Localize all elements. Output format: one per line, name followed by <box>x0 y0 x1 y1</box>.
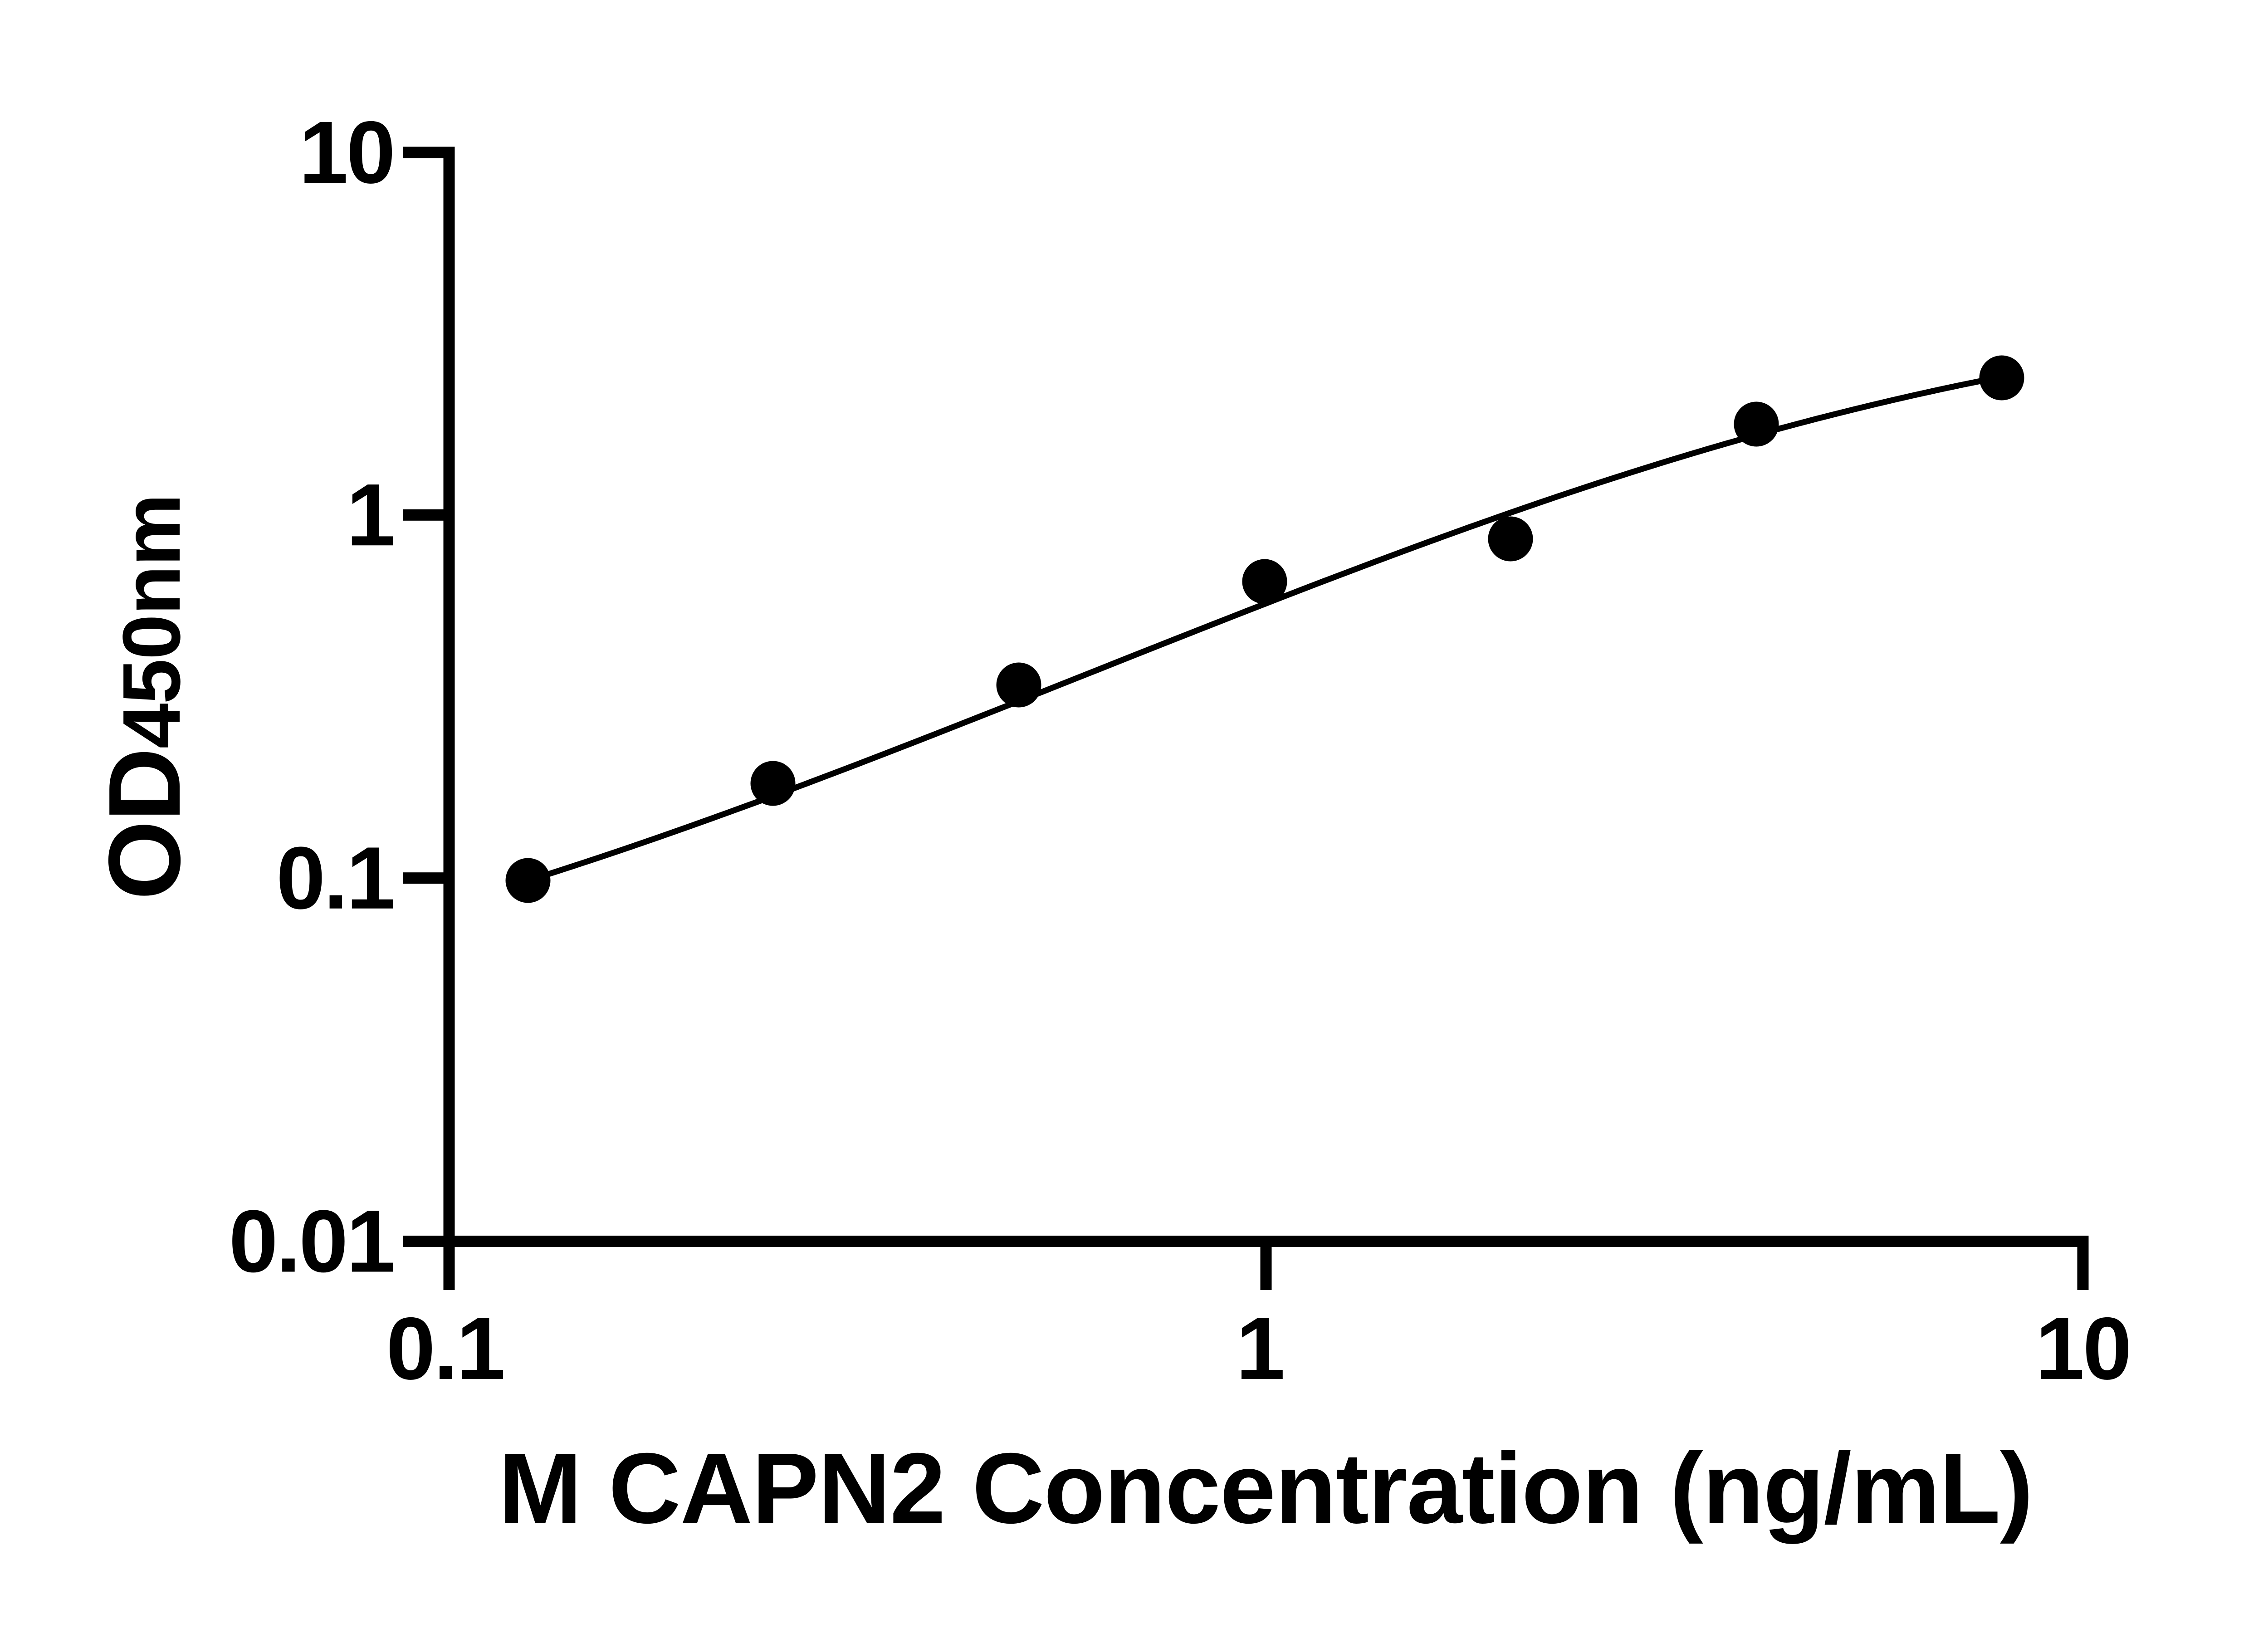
svg-text:0.1: 0.1 <box>276 829 394 928</box>
svg-text:M CAPN2 Concentration (ng/mL): M CAPN2 Concentration (ng/mL) <box>499 1432 2033 1544</box>
svg-text:10: 10 <box>299 103 394 202</box>
svg-text:OD450nm: OD450nm <box>87 494 201 900</box>
svg-text:0.1: 0.1 <box>386 1299 503 1398</box>
svg-text:10: 10 <box>2035 1299 2130 1398</box>
svg-text:1: 1 <box>347 465 394 564</box>
svg-text:0.01: 0.01 <box>229 1192 394 1291</box>
svg-text:1: 1 <box>1236 1299 1283 1398</box>
